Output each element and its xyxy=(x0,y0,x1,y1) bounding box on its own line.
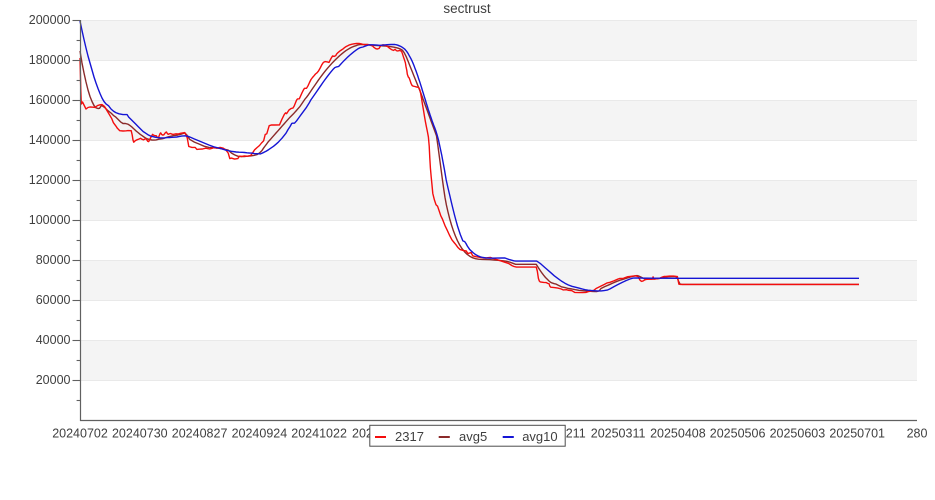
svg-text:sectrust: sectrust xyxy=(443,1,491,16)
svg-text:20250506: 20250506 xyxy=(710,427,766,441)
svg-text:20250311: 20250311 xyxy=(591,427,646,441)
svg-text:20241022: 20241022 xyxy=(291,427,347,441)
svg-text:20240730: 20240730 xyxy=(112,427,168,441)
svg-text:20240924: 20240924 xyxy=(232,427,288,441)
svg-text:20250701: 20250701 xyxy=(829,427,885,441)
svg-text:60000: 60000 xyxy=(36,293,71,307)
svg-text:2317: 2317 xyxy=(395,429,424,444)
svg-text:280: 280 xyxy=(907,427,928,441)
svg-text:20240827: 20240827 xyxy=(172,427,228,441)
svg-text:40000: 40000 xyxy=(36,333,71,347)
svg-text:avg5: avg5 xyxy=(459,429,487,444)
svg-text:200000: 200000 xyxy=(29,13,71,27)
svg-text:20250603: 20250603 xyxy=(770,427,826,441)
svg-text:20240702: 20240702 xyxy=(52,427,108,441)
svg-text:20250408: 20250408 xyxy=(650,427,706,441)
svg-text:180000: 180000 xyxy=(29,53,71,67)
svg-text:80000: 80000 xyxy=(36,253,71,267)
svg-text:140000: 140000 xyxy=(29,133,71,147)
svg-text:100000: 100000 xyxy=(29,213,71,227)
svg-text:20000: 20000 xyxy=(36,373,71,387)
svg-text:120000: 120000 xyxy=(29,173,71,187)
svg-text:avg10: avg10 xyxy=(522,429,557,444)
svg-text:160000: 160000 xyxy=(29,93,71,107)
